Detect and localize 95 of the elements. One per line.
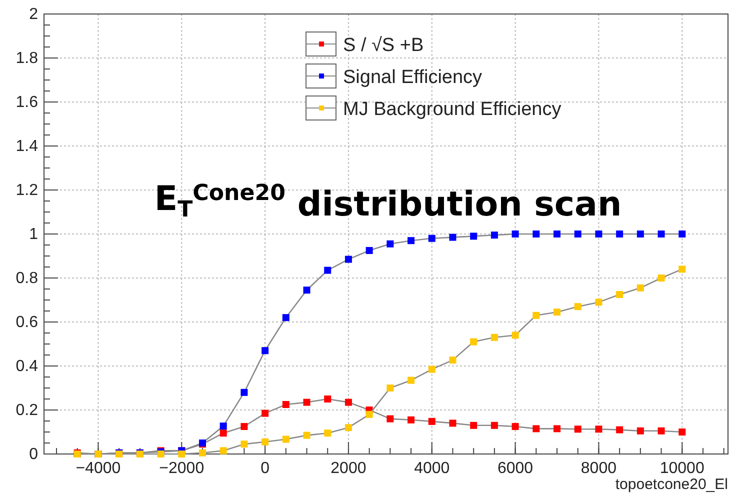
point [512,423,519,430]
y-tick-label: 0.8 [16,270,38,287]
point [303,432,310,439]
point [282,436,290,443]
point [303,286,310,294]
point [240,440,248,448]
y-tick-label: 0 [29,446,38,463]
point [240,388,248,396]
point [386,240,394,248]
point [366,410,373,418]
point [324,266,332,274]
point [428,418,436,425]
point [574,230,582,238]
point [532,425,540,432]
point [532,312,540,319]
x-tick-label: 6000 [497,460,534,477]
point [658,427,665,434]
point [595,426,602,433]
point [532,230,540,238]
y-tick-label: 2 [29,6,38,23]
point [470,338,478,346]
point [240,423,248,430]
point [636,284,644,292]
point [428,234,436,242]
point [408,416,415,424]
point [303,398,310,406]
point [470,422,478,429]
x-tick-label: 10000 [660,460,704,477]
point [658,230,665,238]
point [386,384,394,392]
point [282,314,290,322]
y-tick-label: 1.8 [16,50,38,67]
point [220,447,227,454]
point [449,356,456,364]
legend-label: S / √S +B [343,35,424,56]
point [324,430,332,437]
point [449,234,456,241]
point [344,398,352,406]
point [470,232,478,240]
point [178,450,186,458]
point [616,291,624,298]
point [408,376,415,384]
point [678,428,686,436]
point [554,308,560,316]
point [344,424,352,432]
point [554,425,560,432]
text: E$_{T}$$^{Cone20}$ distribution scan [154,179,622,224]
x-axis-title: topoetcone20_El [615,476,728,493]
point [490,334,498,341]
point [344,256,352,263]
point [616,426,624,434]
point [262,410,269,417]
x-tick-label: 2000 [330,460,366,477]
y-tick-label: 0.6 [16,314,38,331]
point [262,347,269,354]
point [554,230,560,238]
y-tick-label: 1.6 [16,94,38,111]
point [595,298,602,306]
point [512,332,519,339]
x-tick-label: 4000 [414,460,450,477]
legend-label: MJ Background Efficiency [343,99,562,120]
point [678,266,686,273]
y-tick-label: 1.2 [16,182,38,199]
legend-label: Signal Efficiency [343,67,483,88]
x-tick-label: 0 [260,460,270,477]
y-tick-label: 0.4 [16,358,38,375]
point [157,450,164,458]
point [658,274,665,282]
point [636,230,644,238]
point [408,237,415,244]
point [262,438,269,446]
y-tick-label: 1.4 [16,138,38,155]
point [428,366,436,373]
point [512,230,519,238]
point [282,401,290,408]
point [366,247,373,254]
point [386,415,394,422]
point [574,303,582,310]
point [324,396,332,402]
point [449,420,456,427]
x-tick-label: 8000 [580,460,617,477]
point [198,449,206,456]
x-tick-label: −4000 [76,460,121,477]
y-tick-label: 0.2 [16,402,38,419]
point [595,230,602,238]
point [574,426,582,433]
y-tick-label: 1 [29,226,38,243]
point [490,232,498,239]
point [636,427,644,434]
x-tick-label: −2000 [159,460,204,477]
point [220,430,227,437]
point [678,230,686,238]
point [220,422,227,430]
point [616,230,624,238]
point [490,422,498,429]
